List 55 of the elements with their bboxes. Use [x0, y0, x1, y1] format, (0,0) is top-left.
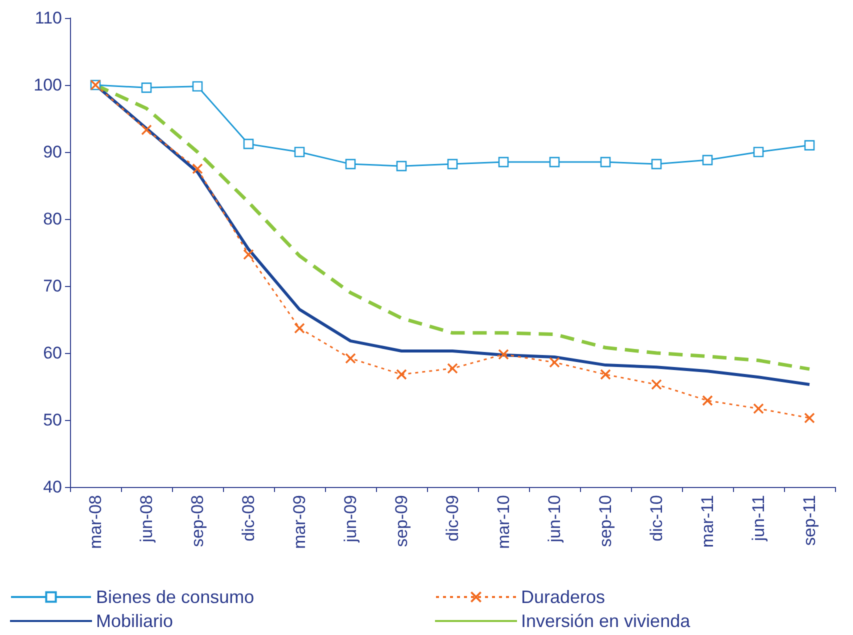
- y-tick-label: 80: [43, 210, 62, 228]
- point: [447, 363, 458, 374]
- point: [549, 356, 560, 368]
- x-tick-label: sep-09: [392, 495, 411, 547]
- y-tick-label: 70: [43, 276, 62, 296]
- point: [294, 322, 305, 334]
- point: [753, 403, 764, 414]
- legend-label: Bienes de consumo: [96, 587, 254, 607]
- x-tick-label: dic-10: [647, 495, 666, 542]
- x-tick-label: jun-10: [545, 495, 564, 544]
- x-tick-label: dic-09: [443, 495, 462, 542]
- x-tick-label: jun-11: [749, 495, 768, 542]
- point: [141, 82, 152, 93]
- x-tick-label: jun-09: [341, 495, 360, 544]
- point: [702, 395, 713, 406]
- point: [447, 158, 458, 170]
- y-tick-label: 40: [43, 478, 62, 496]
- point: [804, 140, 815, 150]
- point: [498, 348, 509, 360]
- point: [702, 154, 713, 166]
- point: [294, 146, 305, 158]
- y-tick-label: 100: [34, 76, 62, 94]
- point: [651, 379, 662, 390]
- legend-label: Mobiliario: [96, 611, 174, 631]
- point: [192, 81, 203, 92]
- x-tick-label: dic-08: [239, 495, 258, 542]
- x-tick-label: mar-11: [698, 495, 717, 548]
- point: [498, 156, 509, 168]
- y-tick-label: 60: [43, 344, 62, 362]
- x-tick-label: mar-09: [290, 495, 309, 549]
- point: [243, 249, 254, 260]
- x-tick-label: sep-08: [188, 495, 207, 547]
- point: [396, 369, 407, 380]
- point: [600, 156, 611, 168]
- x-tick-label: mar-08: [86, 495, 105, 549]
- x-tick-label: mar-10: [494, 495, 513, 549]
- point: [549, 156, 560, 168]
- x-tick-label: jun-08: [137, 495, 156, 544]
- y-tick-label: 90: [43, 142, 62, 162]
- y-tick-label: 50: [43, 410, 62, 430]
- legend-label: Duraderos: [521, 587, 606, 607]
- x-tick-label: sep-11: [800, 495, 819, 546]
- y-tick-label: 110: [34, 8, 62, 28]
- point: [651, 158, 662, 170]
- point: [600, 369, 611, 380]
- point: [345, 352, 356, 364]
- point: [192, 163, 203, 174]
- x-tick-label: sep-10: [596, 495, 615, 547]
- point: [141, 124, 152, 136]
- point: [396, 160, 407, 172]
- point: [753, 146, 764, 158]
- point: [243, 138, 254, 150]
- legend-label: Inversión en vivienda: [521, 611, 692, 631]
- point: [345, 158, 356, 170]
- point: [804, 412, 815, 424]
